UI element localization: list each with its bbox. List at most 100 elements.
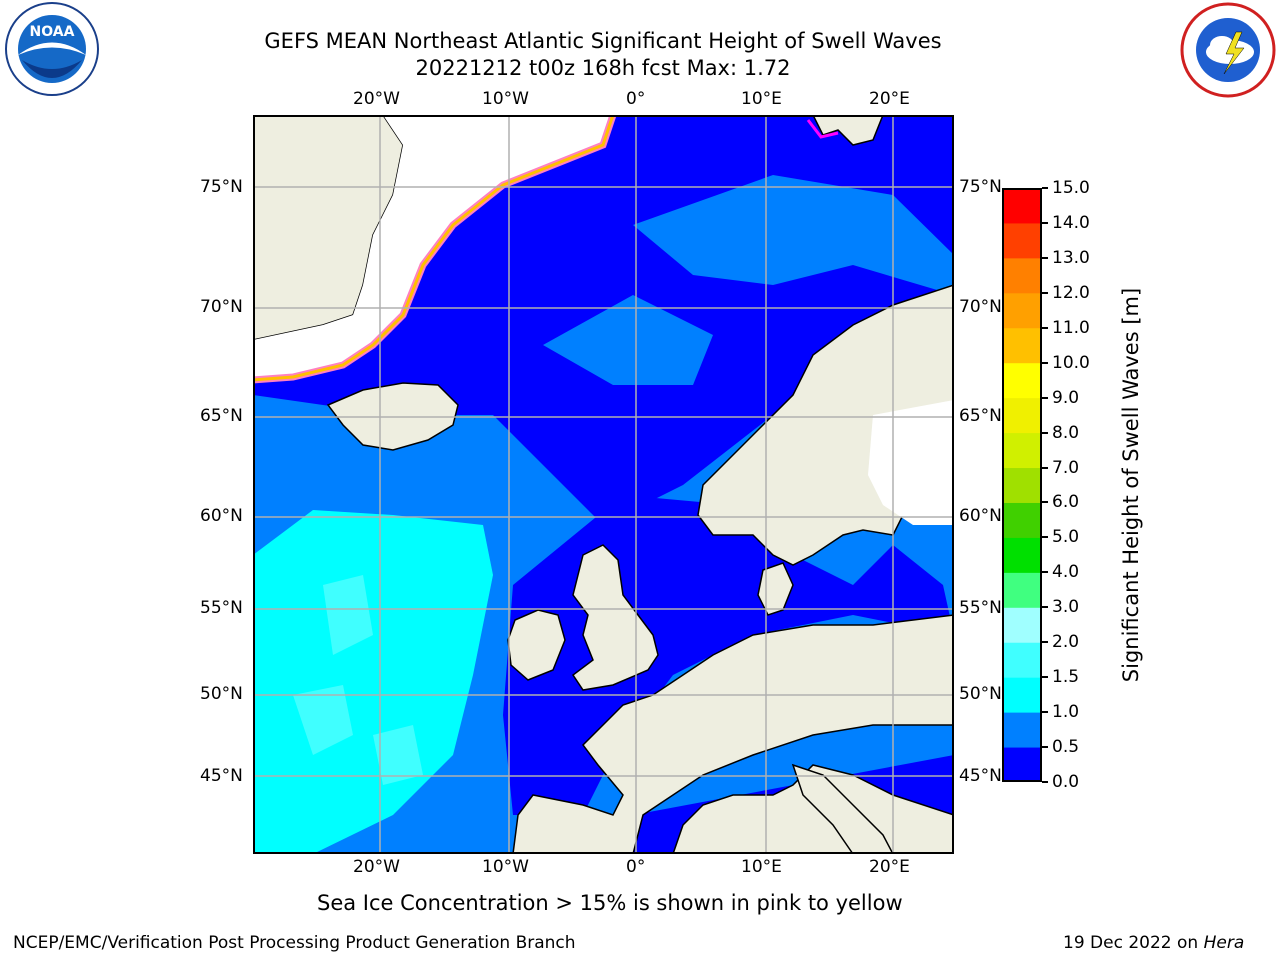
- colorbar: [1002, 188, 1042, 783]
- footer-right: 19 Dec 2022 on Hera: [1063, 933, 1244, 953]
- lon-label-top: 20°E: [869, 89, 910, 109]
- lon-label-top: 10°E: [741, 89, 782, 109]
- colorbar-tick-label: 9.0: [1052, 387, 1080, 408]
- colorbar-tick-label: 0.5: [1052, 737, 1080, 758]
- footer-host: Hera: [1203, 933, 1245, 953]
- noaa-logo: NOAA: [0, 0, 105, 100]
- baltic-ice: [868, 400, 954, 525]
- colorbar-swatch: [1002, 257, 1042, 294]
- lon-label-top: 10°W: [482, 89, 529, 109]
- footer-left: NCEP/EMC/Verification Post Processing Pr…: [13, 933, 576, 953]
- colorbar-swatch: [1002, 397, 1042, 434]
- sea-ice-edge: [253, 115, 615, 382]
- lon-label-top: 0°: [626, 89, 646, 109]
- colorbar-swatch: [1002, 537, 1042, 573]
- colorbar-tick-mark: [1042, 431, 1048, 434]
- lon-label-bottom: 20°E: [869, 857, 910, 877]
- colorbar-swatch: [1002, 222, 1042, 259]
- colorbar-tick-mark: [1042, 326, 1048, 329]
- colorbar-tick-label: 12.0: [1052, 282, 1090, 303]
- lat-label-left: 60°N: [200, 506, 243, 526]
- colorbar-swatch: [1002, 747, 1042, 783]
- gridlines: [253, 115, 954, 854]
- lon-label-bottom: 0°: [626, 857, 646, 877]
- lat-label-right: 75°N: [959, 177, 1002, 197]
- colorbar-tick-mark: [1042, 571, 1048, 574]
- colorbar-swatch: [1002, 292, 1042, 329]
- colorbar-tick-mark: [1042, 361, 1048, 364]
- lat-label-right: 55°N: [959, 598, 1002, 618]
- lat-label-left: 75°N: [200, 177, 243, 197]
- colorbar-swatch: [1002, 188, 1042, 224]
- colorbar-tick-mark: [1042, 501, 1048, 504]
- nws-logo: [1178, 2, 1278, 100]
- colorbar-tick-mark: [1042, 711, 1048, 714]
- colorbar-tick-mark: [1042, 746, 1048, 749]
- colorbar-tick-mark: [1042, 291, 1048, 294]
- colorbar-label: Significant Height of Swell Waves [m]: [1101, 188, 1161, 782]
- colorbar-tick-label: 1.0: [1052, 702, 1080, 723]
- colorbar-ticks: 15.0 14.0 13.0 12.0 11.0 10.0 9.0 8.0 7.0 6.0 5.0 4…: [1042, 178, 1102, 792]
- colorbar-tick-label: 4.0: [1052, 562, 1080, 583]
- lat-label-left: 65°N: [200, 406, 243, 426]
- colorbar-swatch: [1002, 712, 1042, 748]
- colorbar-tick-label: 14.0: [1052, 212, 1090, 233]
- colorbar-tick-mark: [1042, 221, 1048, 224]
- colorbar-tick-mark: [1042, 781, 1048, 783]
- colorbar-tick-label: 8.0: [1052, 422, 1080, 443]
- mid-swell-patch: [543, 295, 713, 385]
- chart-title: GEFS MEAN Northeast Atlantic Significant…: [264, 29, 942, 53]
- footer-date: 19 Dec 2022 on: [1063, 933, 1204, 953]
- lat-label-left: 45°N: [200, 766, 243, 786]
- mid-swell-patch: [633, 175, 954, 295]
- sea-ice-note: Sea Ice Concentration > 15% is shown in …: [317, 891, 903, 915]
- colorbar-tick-label: 15.0: [1052, 178, 1090, 198]
- svg-text:NOAA: NOAA: [30, 24, 75, 40]
- high-swell-patch-lightcyan: [323, 575, 373, 655]
- colorbar-tick-mark: [1042, 396, 1048, 399]
- lon-label-top: 20°W: [353, 89, 400, 109]
- colorbar-tick-label: 13.0: [1052, 247, 1090, 268]
- colorbar-swatch: [1002, 607, 1042, 643]
- colorbar-tick-mark: [1042, 187, 1048, 189]
- colorbar-tick-label: 7.0: [1052, 457, 1080, 478]
- high-swell-patch-lightcyan: [293, 685, 353, 755]
- high-swell-zone: [253, 510, 493, 854]
- colorbar-swatch: [1002, 467, 1042, 503]
- colorbar-tick-label: 11.0: [1052, 317, 1090, 338]
- lat-label-right: 50°N: [959, 684, 1002, 704]
- svalbard-ice-edge: [806, 119, 839, 139]
- colorbar-tick-mark: [1042, 641, 1048, 644]
- colorbar-tick-mark: [1042, 676, 1048, 679]
- lon-label-bottom: 20°W: [353, 857, 400, 877]
- colorbar-swatch: [1002, 432, 1042, 469]
- colorbar-label-text: Significant Height of Swell Waves [m]: [1119, 287, 1143, 683]
- colorbar-tick-label: 1.5: [1052, 667, 1080, 688]
- lat-label-right: 45°N: [959, 766, 1002, 786]
- lat-label-right: 60°N: [959, 506, 1002, 526]
- lat-label-left: 55°N: [200, 598, 243, 618]
- chart-subtitle: 20221212 t00z 168h fcst Max: 1.72: [415, 56, 791, 80]
- colorbar-tick-mark: [1042, 466, 1048, 469]
- swell-height-map: [253, 115, 954, 854]
- italy-land: [791, 763, 894, 854]
- colorbar-tick-label: 3.0: [1052, 597, 1080, 618]
- colorbar-tick-label: 10.0: [1052, 352, 1090, 373]
- colorbar-tick-label: 5.0: [1052, 527, 1080, 548]
- colorbar-tick-mark: [1042, 256, 1048, 259]
- colorbar-swatch: [1002, 502, 1042, 538]
- colorbar-swatch: [1002, 572, 1042, 608]
- colorbar-tick-mark: [1042, 606, 1048, 609]
- lon-label-bottom: 10°E: [741, 857, 782, 877]
- colorbar-swatch: [1002, 642, 1042, 678]
- lat-label-left: 50°N: [200, 684, 243, 704]
- colorbar-swatch: [1002, 327, 1042, 364]
- lat-label-right: 70°N: [959, 297, 1002, 317]
- colorbar-tick-label: 0.0: [1052, 772, 1080, 792]
- colorbar-swatch: [1002, 362, 1042, 399]
- colorbar-tick-label: 6.0: [1052, 492, 1080, 513]
- high-swell-patch-lightcyan: [373, 725, 423, 785]
- colorbar-swatch: [1002, 677, 1042, 713]
- colorbar-tick-mark: [1042, 536, 1048, 539]
- lon-label-bottom: 10°W: [482, 857, 529, 877]
